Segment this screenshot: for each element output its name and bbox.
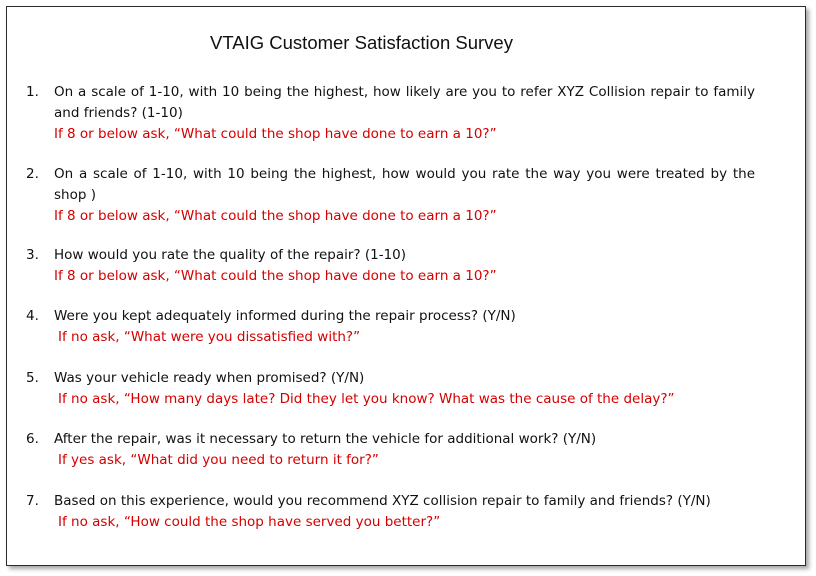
question-number: 4.	[26, 308, 39, 324]
question-item-6: 6. After the repair, was it necessary to…	[7, 429, 787, 471]
question-followup: If no ask, “How many days late? Did they…	[58, 391, 675, 407]
question-text: Was your vehicle ready when promised? (Y…	[54, 370, 365, 386]
survey-page: VTAIG Customer Satisfaction Survey 1. On…	[6, 6, 806, 566]
question-followup: If no ask, “How could the shop have serv…	[58, 514, 441, 530]
question-followup: If no ask, “What were you dissatisfied w…	[58, 329, 361, 345]
question-followup: If 8 or below ask, “What could the shop …	[54, 208, 497, 224]
question-followup: If yes ask, “What did you need to return…	[58, 452, 379, 468]
survey-title: VTAIG Customer Satisfaction Survey	[210, 32, 513, 53]
question-number: 7.	[26, 493, 39, 509]
question-text: After the repair, was it necessary to re…	[54, 431, 597, 447]
question-number: 1.	[26, 84, 39, 100]
question-text: Were you kept adequately informed during…	[54, 308, 516, 324]
question-item-7: 7. Based on this experience, would you r…	[7, 491, 787, 533]
question-number: 6.	[26, 431, 39, 447]
question-number: 3.	[26, 247, 39, 263]
question-item-5: 5. Was your vehicle ready when promised?…	[7, 368, 787, 410]
question-item-4: 4. Were you kept adequately informed dur…	[7, 306, 787, 348]
question-item-3: 3. How would you rate the quality of the…	[7, 245, 787, 287]
question-item-1: 1. On a scale of 1-10, with 10 being the…	[7, 82, 787, 145]
question-text: Based on this experience, would you reco…	[54, 493, 711, 509]
question-text: On a scale of 1-10, with 10 being the hi…	[54, 166, 755, 203]
question-text: On a scale of 1-10, with 10 being the hi…	[54, 84, 755, 121]
question-number: 5.	[26, 370, 39, 386]
question-followup: If 8 or below ask, “What could the shop …	[54, 268, 497, 284]
question-number: 2.	[26, 166, 39, 182]
question-followup: If 8 or below ask, “What could the shop …	[54, 126, 497, 142]
question-item-2: 2. On a scale of 1-10, with 10 being the…	[7, 164, 787, 227]
question-text: How would you rate the quality of the re…	[54, 247, 407, 263]
